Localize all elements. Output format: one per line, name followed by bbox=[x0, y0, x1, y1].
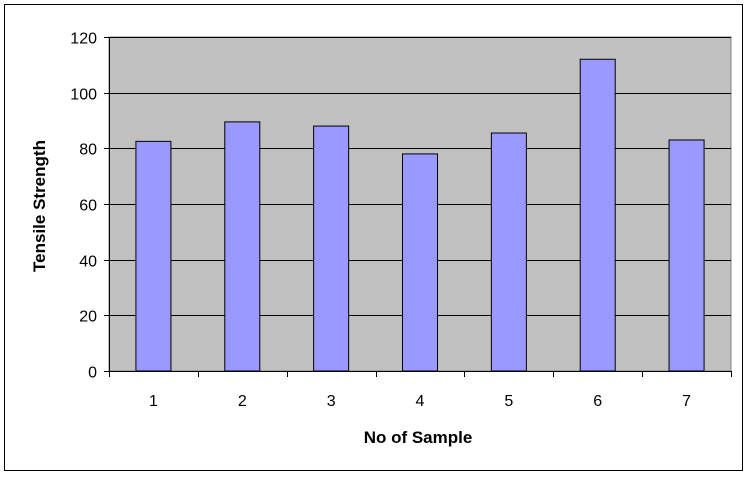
bars bbox=[135, 58, 705, 372]
bar-sample-3 bbox=[313, 125, 350, 372]
y-tick-label: 60 bbox=[79, 198, 97, 215]
x-axis-title: No of Sample bbox=[364, 428, 473, 447]
x-tick-label: 1 bbox=[149, 393, 158, 410]
bar-sample-6 bbox=[579, 58, 616, 372]
y-tick-label: 80 bbox=[79, 142, 97, 159]
y-tick-label: 0 bbox=[88, 365, 97, 382]
bar-sample-4 bbox=[402, 153, 438, 372]
x-tick-label: 3 bbox=[327, 393, 336, 410]
y-tick-label: 20 bbox=[79, 309, 97, 326]
x-tick-label: 7 bbox=[682, 393, 691, 410]
bar-sample-7 bbox=[668, 139, 705, 372]
y-tick-label: 100 bbox=[70, 87, 97, 104]
bar-sample-5 bbox=[490, 132, 527, 372]
x-tick-label: 4 bbox=[416, 393, 425, 410]
y-tick-label: 40 bbox=[79, 254, 97, 271]
tick-labels: 0 20 40 60 80 100 120 1 2 3 4 5 6 7 bbox=[70, 31, 691, 411]
x-tick-label: 2 bbox=[238, 393, 247, 410]
x-tick-label: 5 bbox=[504, 393, 513, 410]
bar-sample-2 bbox=[224, 121, 261, 372]
y-tick-label: 120 bbox=[70, 31, 97, 48]
bar-sample-1 bbox=[135, 140, 172, 372]
y-axis-title: Tensile Strength bbox=[30, 140, 49, 272]
axes bbox=[104, 37, 732, 377]
x-tick-label: 6 bbox=[593, 393, 602, 410]
